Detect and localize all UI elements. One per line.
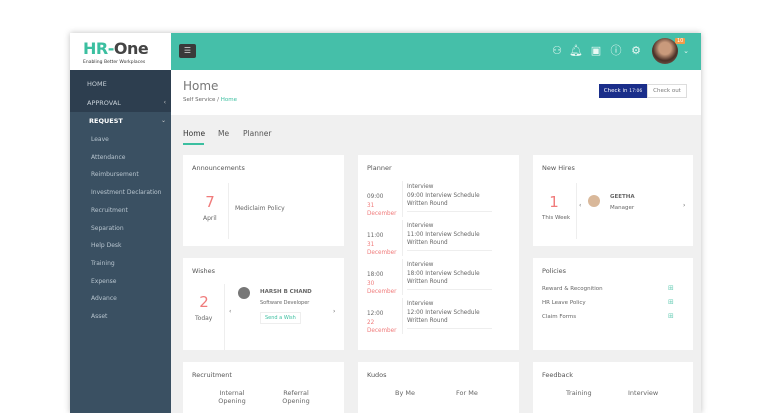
sidebar-item-home[interactable]: HOME bbox=[87, 80, 107, 88]
avatar[interactable] bbox=[652, 38, 678, 64]
planner-item[interactable]: Interview 09:00 Interview Schedule Written… bbox=[407, 183, 492, 212]
check-in-button[interactable]: Check in 17:06 bbox=[599, 84, 647, 98]
kudos-card: Kudos By Me For Me bbox=[358, 362, 519, 413]
policy-item[interactable]: Reward & Recognition bbox=[542, 286, 603, 292]
sidebar-subitem[interactable]: Investment Declaration bbox=[91, 189, 162, 197]
id-card-icon[interactable]: ▣ bbox=[590, 44, 602, 57]
sidebar-subitem[interactable]: Recruitment bbox=[91, 206, 128, 214]
sidebar-subitem[interactable]: Leave bbox=[91, 136, 109, 143]
chevron-left-icon[interactable]: ‹ bbox=[579, 202, 582, 209]
breadcrumb: Self Service / Home bbox=[183, 97, 238, 103]
planner-card: Planner 09:00 31 December Interview 09:00 I… bbox=[358, 155, 519, 350]
chevron-left-icon: ‹ bbox=[163, 99, 166, 106]
tab-me[interactable]: Me bbox=[218, 129, 230, 138]
planner-date: 12:00 22 December bbox=[367, 311, 397, 334]
app-window: HR-One Enabling Better Workplaces ☰ ⚇ 🔔︎… bbox=[70, 33, 701, 413]
planner-item[interactable]: Interview 11:00 Interview Schedule Written… bbox=[407, 222, 492, 251]
chevron-right-icon[interactable]: › bbox=[683, 202, 686, 209]
sidebar-subitem[interactable]: Help Desk bbox=[91, 242, 122, 250]
chevron-left-icon[interactable]: ‹ bbox=[229, 308, 232, 315]
sidebar-item-request[interactable]: REQUEST bbox=[89, 117, 123, 125]
policy-item[interactable]: Claim Forms bbox=[542, 314, 577, 320]
top-bar: ☰ ⚇ 🔔︎ 10 ▣ ⓘ ⚙ ⌄ bbox=[171, 33, 701, 70]
feedback-card: Feedback Training Interview bbox=[533, 362, 693, 413]
active-tab-indicator bbox=[183, 143, 204, 145]
chevron-right-icon[interactable]: › bbox=[333, 308, 336, 315]
chevron-down-icon: ⌄ bbox=[160, 117, 166, 124]
sidebar-subitem[interactable]: Expense bbox=[91, 277, 117, 285]
download-icon[interactable]: ⊞ bbox=[668, 312, 674, 320]
page-header: Home Self Service / Home Check in 17:06 … bbox=[171, 70, 701, 115]
planner-date: 11:00 31 December bbox=[367, 233, 397, 256]
bell-icon[interactable]: 🔔︎ bbox=[569, 44, 583, 57]
sidebar-subitem[interactable]: Advance bbox=[91, 295, 117, 303]
page-title: Home bbox=[183, 79, 219, 93]
sidebar-subitem[interactable]: Asset bbox=[91, 313, 108, 320]
policies-card: Policies Reward & Recognition ⊞ HR Leave P… bbox=[533, 258, 693, 350]
download-icon[interactable]: ⊞ bbox=[668, 284, 674, 292]
sidebar-subitem[interactable]: Attendance bbox=[91, 153, 126, 161]
announcement-item[interactable]: Mediclaim Policy bbox=[235, 205, 285, 212]
check-out-button[interactable]: Check out bbox=[647, 84, 687, 98]
notification-badge: 10 bbox=[675, 38, 686, 44]
sidebar: HOME APPROVAL ‹ REQUEST ⌄ Leave Attendanc… bbox=[70, 70, 171, 413]
logo[interactable]: HR-One Enabling Better Workplaces bbox=[70, 33, 171, 70]
hamburger-menu-button[interactable]: ☰ bbox=[179, 44, 196, 58]
avatar bbox=[588, 195, 600, 207]
chevron-down-icon[interactable]: ⌄ bbox=[683, 47, 689, 55]
sidebar-item-approval[interactable]: APPROVAL bbox=[87, 99, 121, 107]
announcements-card: Announcements 7 April Mediclaim Policy bbox=[183, 155, 344, 246]
new-hires-card: New Hires 1 This Week ‹ GEETHA Manager › bbox=[533, 155, 693, 246]
wishes-card: Wishes 2 Today HARSH B CHAND Software De… bbox=[183, 258, 344, 350]
policy-item[interactable]: HR Leave Policy bbox=[542, 300, 586, 306]
tab-planner[interactable]: Planner bbox=[243, 129, 272, 138]
planner-item[interactable]: Interview 18:00 Interview Schedule Written… bbox=[407, 261, 492, 290]
sidebar-subitem[interactable]: Separation bbox=[91, 224, 124, 232]
help-icon[interactable]: ⓘ bbox=[610, 44, 622, 57]
team-icon[interactable]: ⚇ bbox=[552, 44, 562, 57]
planner-item[interactable]: Interview 12:00 Interview Schedule Written… bbox=[407, 300, 492, 329]
planner-date: 09:00 31 December bbox=[367, 194, 397, 217]
sidebar-subitem[interactable]: Training bbox=[91, 259, 115, 267]
send-wish-button[interactable]: Send a Wish bbox=[260, 312, 301, 324]
avatar bbox=[238, 287, 250, 299]
recruitment-card: Recruitment Internal Opening Referral Op… bbox=[183, 362, 344, 413]
download-icon[interactable]: ⊞ bbox=[668, 298, 674, 306]
planner-date: 18:00 30 December bbox=[367, 272, 397, 295]
tab-home[interactable]: Home bbox=[183, 129, 206, 138]
sidebar-subitem[interactable]: Reimbursement bbox=[91, 171, 139, 179]
gear-icon[interactable]: ⚙ bbox=[631, 44, 641, 57]
